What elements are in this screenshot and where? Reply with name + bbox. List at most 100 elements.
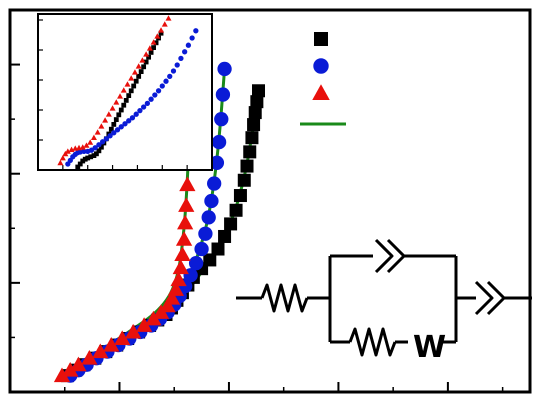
inset-point-circle [107, 133, 113, 139]
inset-point-triangle [124, 81, 131, 87]
inset-point-square [126, 93, 132, 98]
data-point-square [247, 118, 261, 132]
inset-point-square [80, 158, 86, 164]
data-point-triangle [163, 290, 181, 305]
data-point-triangle [135, 317, 153, 332]
inset-point-circle [193, 28, 199, 34]
inset-point-circle [174, 62, 180, 68]
inset-point-triangle [146, 45, 153, 51]
inset-point-triangle [109, 105, 116, 111]
inset-point-square [146, 54, 152, 60]
inset-point-triangle [154, 33, 161, 39]
legend-marker-circle [313, 58, 329, 74]
inset-point-triangle [158, 27, 165, 33]
inset-axis-ticks [38, 19, 188, 170]
data-point-square [248, 106, 262, 120]
inset-point-circle [99, 139, 106, 145]
legend-marker-triangle [312, 84, 330, 100]
data-point-square [229, 203, 243, 217]
inset-point-triangle [161, 21, 168, 27]
data-point-triangle [179, 176, 196, 192]
inset-point-circle [96, 142, 102, 148]
data-point-square [250, 95, 264, 109]
inset-point-triangle [90, 134, 97, 140]
data-point-circle [211, 134, 227, 150]
data-point-triangle [178, 197, 195, 212]
inset-point-square [128, 88, 134, 94]
inset-point-square [108, 126, 114, 132]
inset-point-square [138, 69, 144, 74]
inset-point-triangle [150, 39, 157, 45]
data-point-triangle [175, 231, 193, 246]
inset-point-circle [163, 78, 169, 84]
data-point-circle [215, 87, 231, 102]
equivalent-circuit: W [236, 238, 532, 365]
inset-point-triangle [131, 69, 138, 75]
data-point-circle [194, 241, 209, 257]
legend [300, 32, 346, 126]
inset-point-triangle [102, 117, 109, 123]
inset-point-square [158, 30, 164, 36]
inset-point-circle [122, 121, 128, 127]
resistor-1 [260, 283, 309, 313]
data-point-circle [198, 226, 213, 241]
inset-point-square [77, 161, 83, 167]
inset-point-triangle [128, 75, 135, 81]
inset-point-circle [189, 35, 195, 41]
inset-point-square [141, 64, 147, 70]
data-point-triangle [70, 356, 87, 372]
inset-point-circle [144, 100, 151, 107]
inset-point-circle [170, 68, 177, 74]
inset-plot [37, 13, 213, 171]
main-plot-frame [8, 8, 532, 394]
inset-point-square [136, 74, 142, 79]
data-point-square [211, 242, 225, 256]
data-point-circle [201, 210, 216, 225]
data-point-triangle [103, 336, 120, 352]
data-point-triangle [172, 259, 189, 275]
data-point-triangle [159, 297, 176, 313]
data-point-triangle [167, 281, 184, 296]
inset-point-square [111, 122, 117, 127]
inset-point-triangle [120, 87, 127, 93]
data-point-square [240, 159, 254, 173]
inset-point-triangle [64, 148, 71, 154]
inset-point-circle [182, 49, 188, 55]
inset-point-circle [133, 111, 139, 117]
inset-point-square [148, 50, 154, 55]
resistor-2 [348, 327, 397, 357]
data-point-triangle [92, 343, 109, 359]
inset-point-triangle [143, 51, 150, 57]
inset-point-triangle [79, 144, 86, 150]
data-point-triangle [81, 350, 98, 365]
inset-point-circle [92, 145, 98, 151]
inset-point-circle [129, 115, 136, 121]
inset-point-circle [141, 104, 147, 110]
inset-point-square [151, 45, 156, 50]
data-point-square [245, 131, 259, 145]
inset-point-triangle [117, 93, 124, 99]
data-point-triangle [177, 214, 194, 230]
data-point-circle [209, 155, 225, 170]
data-point-square [218, 229, 232, 243]
inset-point-square [91, 153, 97, 158]
inset-point-square [82, 156, 88, 162]
inset-point-square [98, 144, 104, 150]
inset-point-triangle [98, 123, 105, 129]
inset-point-square [113, 117, 119, 122]
inset-point-circle [103, 136, 109, 142]
inset-data-points [57, 15, 199, 170]
inset-point-square [88, 154, 94, 160]
inset-point-square [116, 112, 122, 118]
inset-point-circle [126, 118, 132, 124]
warburg-element: W [413, 330, 446, 365]
inset-point-circle [118, 124, 124, 130]
inset-point-circle [111, 130, 117, 136]
inset-point-circle [178, 55, 184, 62]
cpe-series [474, 280, 506, 316]
data-point-circle [214, 111, 229, 127]
inset-point-circle [159, 83, 165, 89]
data-point-circle [188, 256, 204, 271]
inset-point-square [153, 40, 159, 46]
